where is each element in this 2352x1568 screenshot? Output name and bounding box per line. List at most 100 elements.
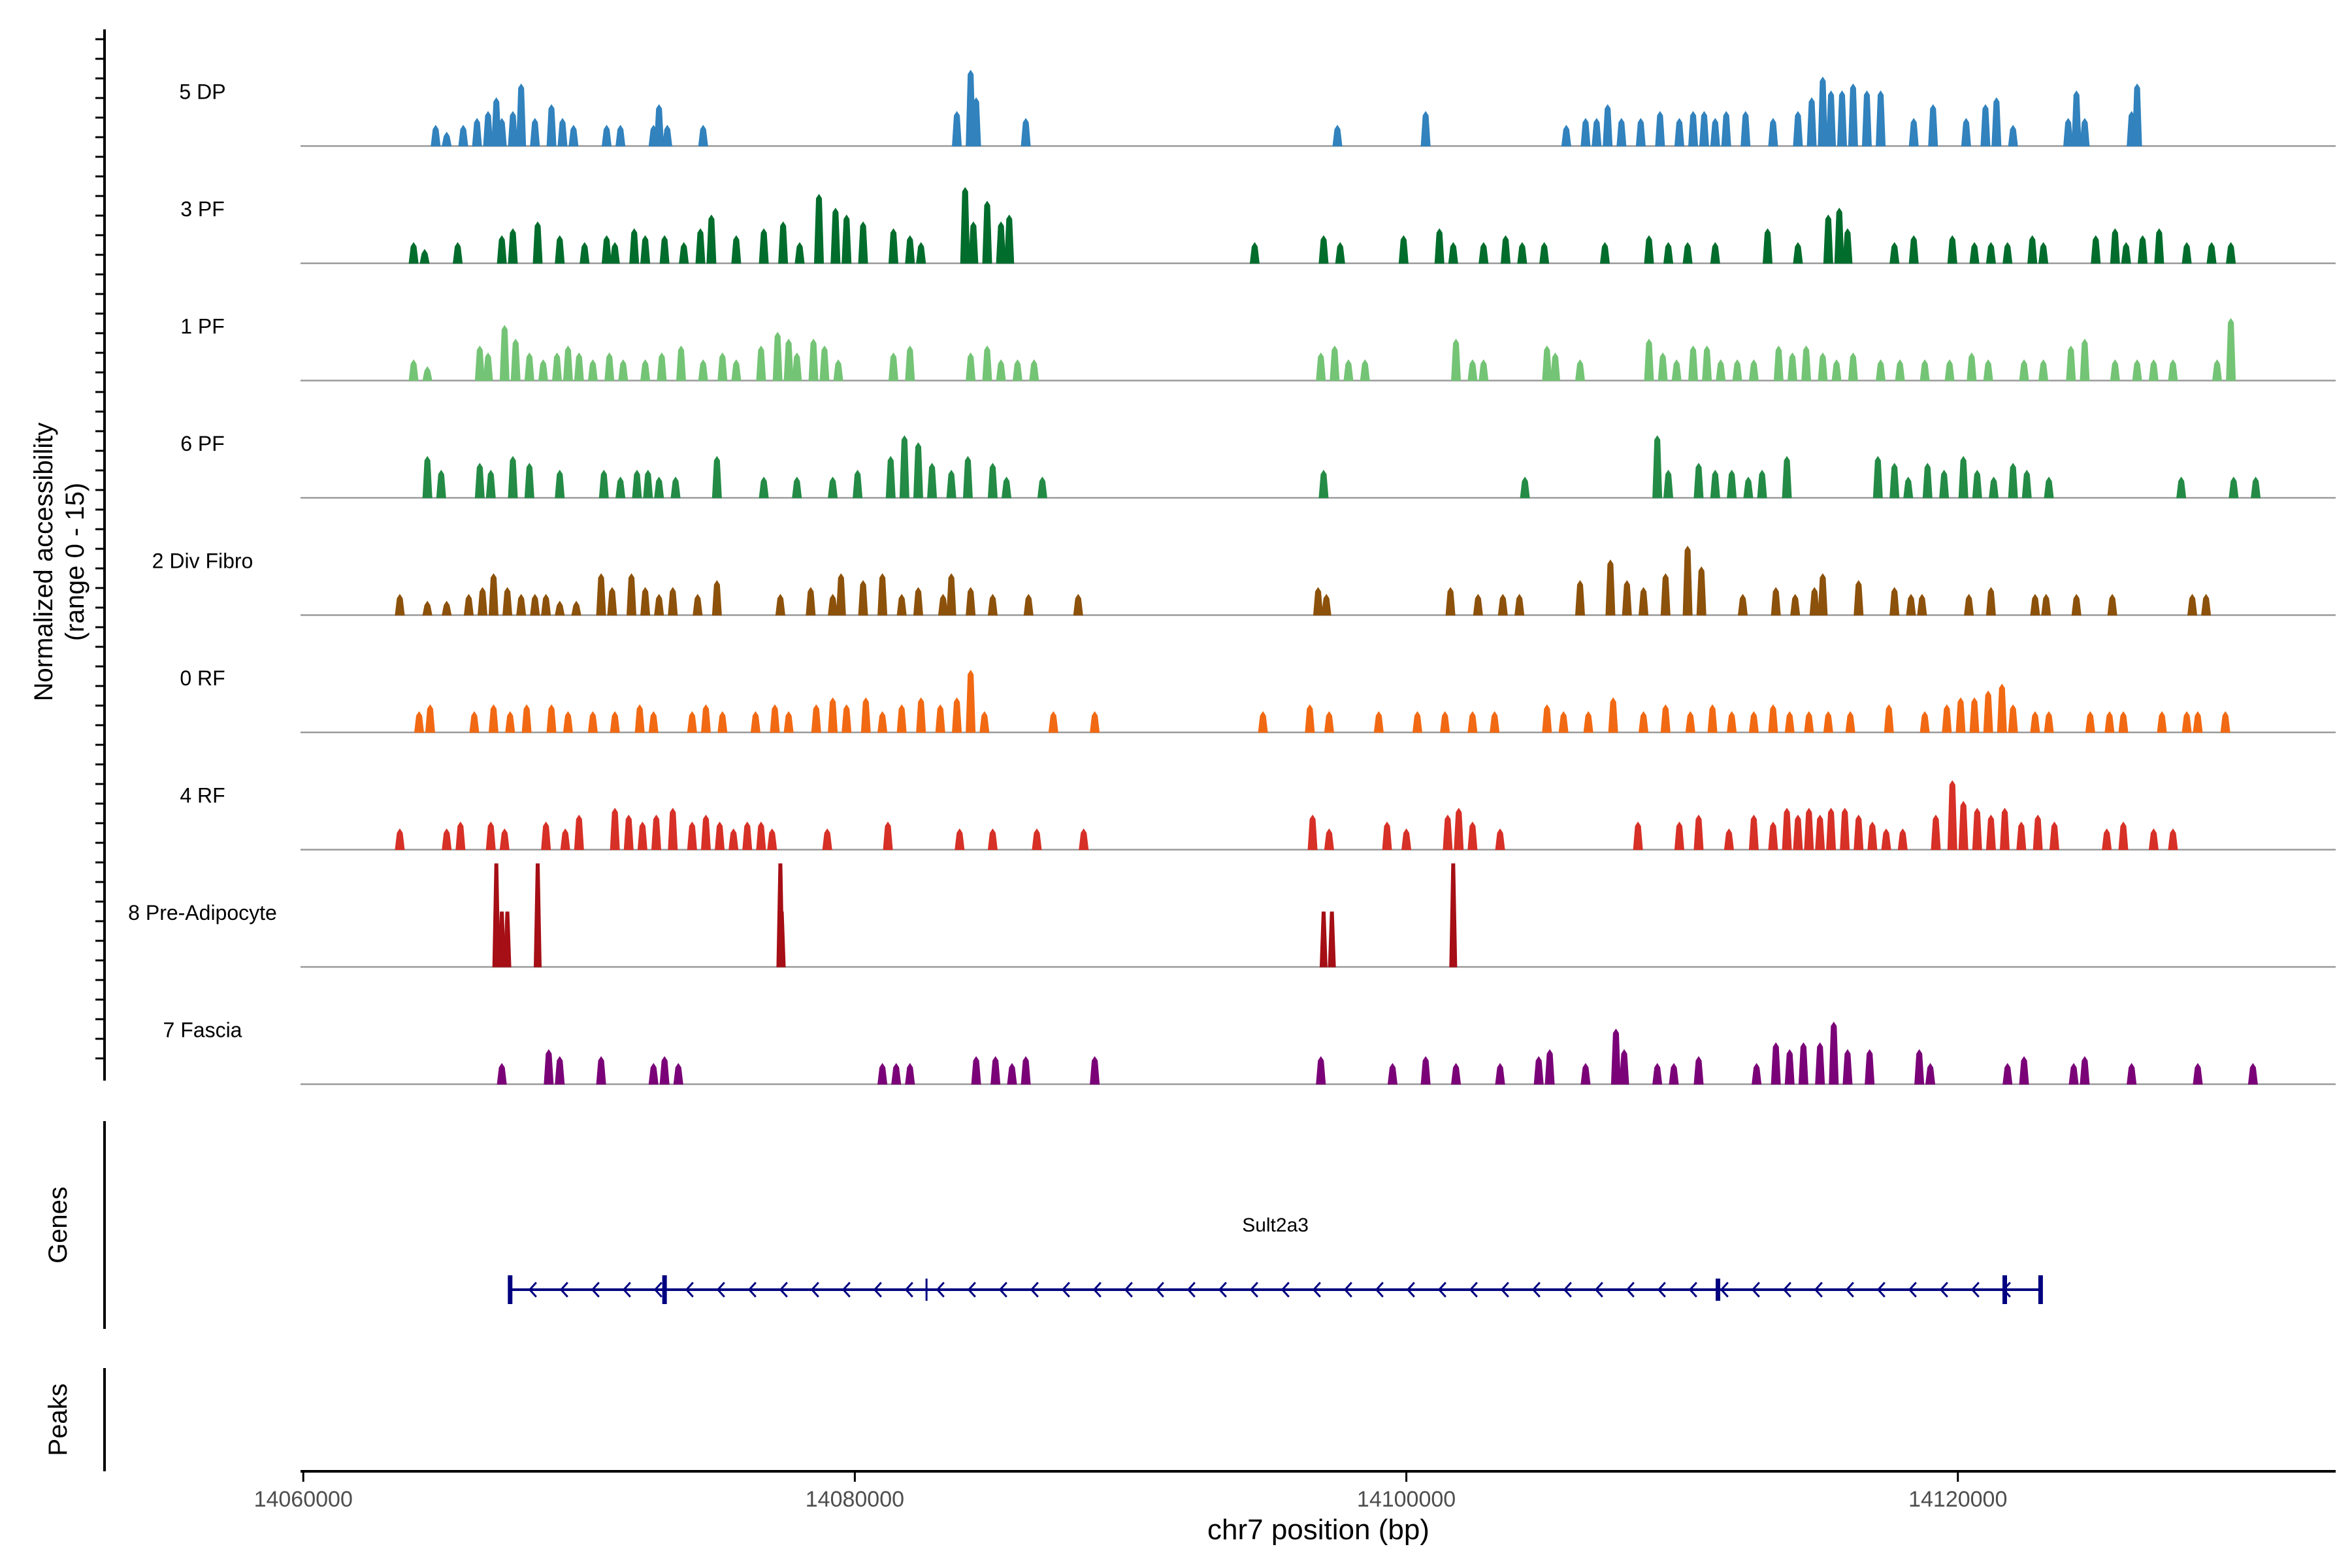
coverage-peak (1917, 593, 1927, 615)
coverage-peak (1652, 435, 1663, 498)
coverage-peak (563, 345, 573, 381)
coverage-peak (1674, 118, 1684, 146)
strand-chevron (1814, 1281, 1823, 1298)
coverage-peak (555, 235, 565, 264)
coverage-peak (1012, 359, 1022, 381)
coverage-peak (1727, 469, 1737, 498)
coverage-peak (1330, 345, 1340, 381)
coverage-peak (1991, 97, 2002, 146)
coverage-peak (896, 704, 907, 733)
coverage-peak (2049, 821, 2060, 850)
coverage-peak (431, 124, 441, 146)
coverage-peak (2137, 235, 2148, 264)
coverage-peak (979, 711, 990, 733)
coverage-peak (955, 828, 965, 850)
coverage-peak (551, 352, 563, 381)
coverage-peak (1771, 587, 1781, 615)
coverage-peak (1961, 118, 1971, 146)
strand-chevron (904, 1281, 913, 1298)
strand-chevron (1092, 1281, 1102, 1298)
coverage-peak (794, 242, 805, 264)
coverage-peak (1826, 90, 1837, 146)
coverage-peak (1931, 814, 1941, 850)
coverage-peak (1324, 828, 1334, 850)
coverage-peak (841, 704, 852, 733)
coverage-peak (1575, 359, 1586, 381)
track-5-dp: 5 DP (179, 69, 2336, 147)
coverage-peak (1616, 118, 1627, 146)
coverage-peak (1897, 828, 1908, 850)
coverage-peak (841, 214, 852, 264)
coverage-peak (830, 207, 841, 264)
coverage-peak (474, 345, 485, 381)
coverage-peak (1815, 814, 1825, 850)
coverage-peak (1313, 587, 1324, 615)
coverage-peak (853, 469, 863, 498)
coverage-peak (485, 821, 496, 850)
coverage-peak (2071, 90, 2082, 146)
coverage-peak (695, 228, 706, 264)
coverage-peak (1702, 345, 1712, 381)
coverage-peak (637, 821, 647, 850)
coverage-peak (819, 345, 830, 381)
strand-chevron (528, 1281, 537, 1298)
coverage-peak (1335, 242, 1345, 264)
coverage-peak (1037, 476, 1047, 498)
coverage-peak (883, 821, 893, 850)
coverage-peak (1652, 1062, 1663, 1085)
coverage-peak (1520, 476, 1530, 498)
coverage-peak (1619, 1049, 1629, 1085)
coverage-peak (2080, 1056, 2090, 1085)
coverage-peak (833, 359, 843, 381)
coverage-peak (2080, 118, 2090, 146)
coverage-peak (1854, 814, 1864, 850)
coverage-peak (1939, 469, 1950, 498)
coverage-peak (530, 593, 540, 615)
strand-chevron (779, 1281, 788, 1298)
coverage-peak (1583, 711, 1593, 733)
coverage-peak (632, 469, 642, 498)
coverage-peak (792, 352, 802, 381)
coverage-peak (1001, 476, 1012, 498)
coverage-peak (1663, 242, 1674, 264)
strand-chevron (1343, 1281, 1352, 1298)
coverage-peak (654, 476, 664, 498)
strand-chevron (1970, 1281, 1980, 1298)
coverage-peak (775, 593, 785, 615)
strand-chevron (1437, 1281, 1446, 1298)
coverage-peak (657, 352, 667, 381)
coverage-peak (1454, 808, 1464, 850)
coverage-peak (1793, 814, 1803, 850)
coverage-peak (1638, 711, 1649, 733)
coverage-peak (2038, 359, 2049, 381)
coverage-peak (532, 221, 543, 264)
coverage-peak (1969, 697, 1980, 733)
coverage-peak (828, 593, 838, 615)
coverage-peak (1848, 352, 1858, 381)
coverage-peak (1258, 711, 1268, 733)
coverage-peak (1420, 1056, 1431, 1085)
x-axis-label: chr7 position (bp) (1207, 1514, 1429, 1546)
coverage-peak (1029, 359, 1039, 381)
coverage-peak (1090, 711, 1100, 733)
track-1-pf: 1 PF (180, 315, 2336, 382)
coverage-peak (971, 1056, 981, 1085)
coverage-peak (938, 593, 949, 615)
track-label: 4 RF (180, 784, 225, 808)
coverage-peak (2021, 469, 2032, 498)
coverage-peak (1989, 476, 1999, 498)
coverage-peak (2157, 711, 2167, 733)
coverage-peak (952, 110, 962, 146)
coverage-peak (2206, 242, 2217, 264)
coverage-peak (987, 593, 998, 615)
coverage-peak (560, 828, 570, 850)
coverage-peak (474, 463, 485, 498)
coverage-peak (2091, 235, 2101, 264)
coverage-peak (1889, 463, 1900, 498)
coverage-peak (499, 325, 510, 381)
coverage-peak (1743, 476, 1754, 498)
coverage-peak (2148, 828, 2159, 850)
coverage-peak (2019, 1056, 2029, 1085)
coverage-peak (1542, 345, 1552, 381)
coverage-peak (1967, 352, 1977, 381)
